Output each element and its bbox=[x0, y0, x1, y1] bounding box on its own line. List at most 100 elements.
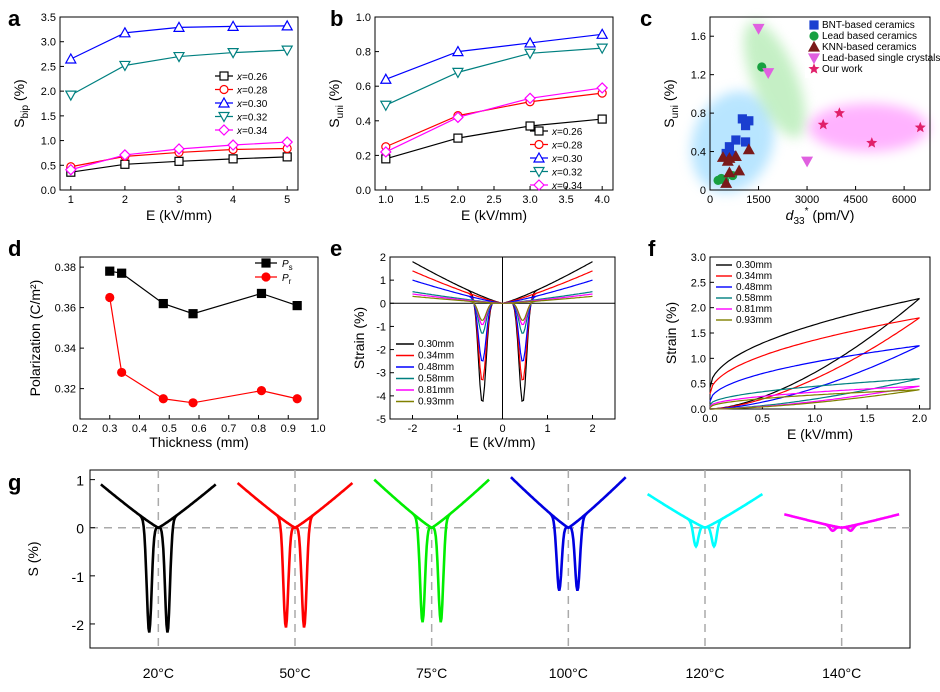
data-point bbox=[833, 107, 845, 118]
data-point bbox=[117, 268, 127, 278]
legend-marker bbox=[533, 179, 545, 191]
legend-marker bbox=[532, 166, 546, 178]
panel-label-c: c bbox=[640, 6, 652, 31]
data-point bbox=[281, 136, 294, 148]
panel-label-e: e bbox=[330, 236, 342, 261]
legend-label-var: x bbox=[551, 168, 558, 179]
y-tick-label: 2.0 bbox=[691, 303, 706, 315]
y-tick-label: 0.0 bbox=[691, 404, 706, 416]
x-tick-label: 1.5 bbox=[859, 413, 874, 425]
legend-label-val: =0.30 bbox=[242, 99, 268, 110]
legend-label: x=0.32 bbox=[236, 113, 268, 124]
legend-label-val: =0.34 bbox=[242, 126, 268, 137]
legend-label-var: x bbox=[551, 127, 558, 138]
region-lead bbox=[743, 21, 806, 138]
data-point bbox=[742, 143, 755, 155]
legend-label: 0.81mm bbox=[736, 304, 772, 315]
x-axis-label: E (kV/mm) bbox=[461, 207, 527, 223]
data-point bbox=[379, 146, 392, 158]
data-point bbox=[379, 100, 392, 112]
legend-label-val: =0.26 bbox=[557, 127, 583, 138]
legend-label-var: x bbox=[236, 113, 243, 124]
panel-e: -2 -1 0 1 2 -5 -4 -3 -2 -1 0 1 2 E (kV/mm) Strain (%) 0… bbox=[351, 252, 616, 450]
legend-label: 0.34mm bbox=[418, 351, 454, 362]
y-tick-label: 0.32 bbox=[55, 384, 76, 396]
x-tick-label: 3 bbox=[176, 194, 182, 206]
legend-label: 0.58mm bbox=[736, 293, 772, 304]
data-point bbox=[740, 137, 751, 147]
y-tick-label: 3.5 bbox=[41, 12, 56, 24]
y-axis-label: Strain (%) bbox=[663, 302, 679, 364]
y-tick-label: 0.2 bbox=[356, 150, 371, 162]
legend-label: 0.48mm bbox=[736, 282, 772, 293]
x-tick-label: 2 bbox=[122, 194, 128, 206]
legend-label-var: x bbox=[551, 181, 558, 192]
unipolar-loop-0.48mm bbox=[709, 345, 920, 410]
legend-marker bbox=[261, 258, 271, 268]
x-tick-label: 4.0 bbox=[595, 194, 610, 206]
legend-label: BNT-based ceramics bbox=[822, 20, 915, 31]
legend-label-var: x bbox=[236, 72, 243, 83]
series-line-x=0.34 bbox=[385, 87, 603, 153]
legend-label-var: x bbox=[236, 126, 243, 137]
x-tick-label: -1 bbox=[453, 423, 463, 435]
legend-marker bbox=[534, 126, 544, 136]
x-tick-label: 0 bbox=[499, 423, 505, 435]
legend-marker bbox=[219, 71, 229, 81]
y-tick-label: -3 bbox=[376, 368, 386, 380]
x-tick-label: 2.5 bbox=[486, 194, 501, 206]
data-point bbox=[762, 68, 775, 79]
x-tick-label: 0.8 bbox=[251, 423, 266, 435]
y-tick-label: -5 bbox=[376, 414, 386, 426]
data-point bbox=[524, 36, 537, 48]
legend-label: KNN-based ceramics bbox=[822, 42, 916, 53]
panel-b: 1.0 1.5 2.0 2.5 3.0 3.5 4.0 0.0 0.2 0.4 0.6 0.8 1.0 E… bbox=[326, 12, 614, 223]
data-point bbox=[596, 43, 609, 55]
data-point bbox=[716, 151, 729, 162]
butterfly-loop-0.34mm bbox=[412, 270, 593, 381]
legend-label: x=0.26 bbox=[236, 72, 268, 83]
y-tick-label: 3.0 bbox=[41, 37, 56, 49]
butterfly-loop-0.93mm bbox=[412, 295, 593, 321]
y-tick-label: 0 bbox=[700, 185, 706, 197]
series-line-x=0.30 bbox=[385, 33, 603, 80]
x-tick-label: 1500 bbox=[746, 194, 770, 206]
y-tick-label: 1.6 bbox=[691, 31, 706, 43]
data-point bbox=[292, 301, 302, 311]
legend-marker bbox=[807, 40, 821, 52]
y-tick-label: -1 bbox=[376, 321, 386, 333]
unipolar-loop-0.58mm bbox=[709, 378, 920, 410]
data-point bbox=[227, 139, 239, 151]
x-axis-label: d33* (pm/V) bbox=[786, 206, 855, 227]
data-point bbox=[914, 121, 926, 133]
legend-label: x=0.34 bbox=[551, 181, 583, 192]
data-point bbox=[292, 394, 302, 404]
legend-label: x=0.26 bbox=[551, 127, 583, 138]
region-our-work bbox=[808, 103, 929, 152]
legend-box bbox=[805, 20, 923, 78]
temperature-label: 140°C bbox=[822, 665, 861, 681]
legend-label-val: =0.26 bbox=[242, 72, 268, 83]
x-tick-label: 2.0 bbox=[912, 413, 927, 425]
series-line-x=0.32 bbox=[385, 47, 603, 106]
x-tick-label: 5 bbox=[284, 194, 290, 206]
y-axis-label: Suni (%) bbox=[661, 79, 681, 127]
y-tick-label: 3.0 bbox=[691, 252, 706, 264]
legend-label: Lead based ceramics bbox=[822, 31, 917, 42]
y-tick-label: 0.38 bbox=[55, 262, 76, 274]
panel-a: 1 2 3 4 5 0.0 0.5 1.0 1.5 2.0 2.5 3.0 3.5 E (kV/mm) Sb… bbox=[11, 12, 299, 223]
panel-label-g: g bbox=[8, 470, 21, 495]
legend-marker bbox=[217, 96, 231, 108]
legend-label: x=0.30 bbox=[236, 99, 268, 110]
data-point bbox=[172, 21, 186, 32]
y-axis-label: Strain (%) bbox=[351, 307, 367, 369]
data-point bbox=[117, 367, 127, 378]
data-point bbox=[379, 73, 392, 84]
y-axis-label-sub: uni bbox=[670, 105, 681, 118]
data-point bbox=[173, 143, 185, 155]
legend-marker bbox=[261, 272, 271, 282]
data-point bbox=[281, 45, 294, 57]
legend-marker bbox=[218, 124, 230, 136]
data-point bbox=[105, 292, 115, 303]
